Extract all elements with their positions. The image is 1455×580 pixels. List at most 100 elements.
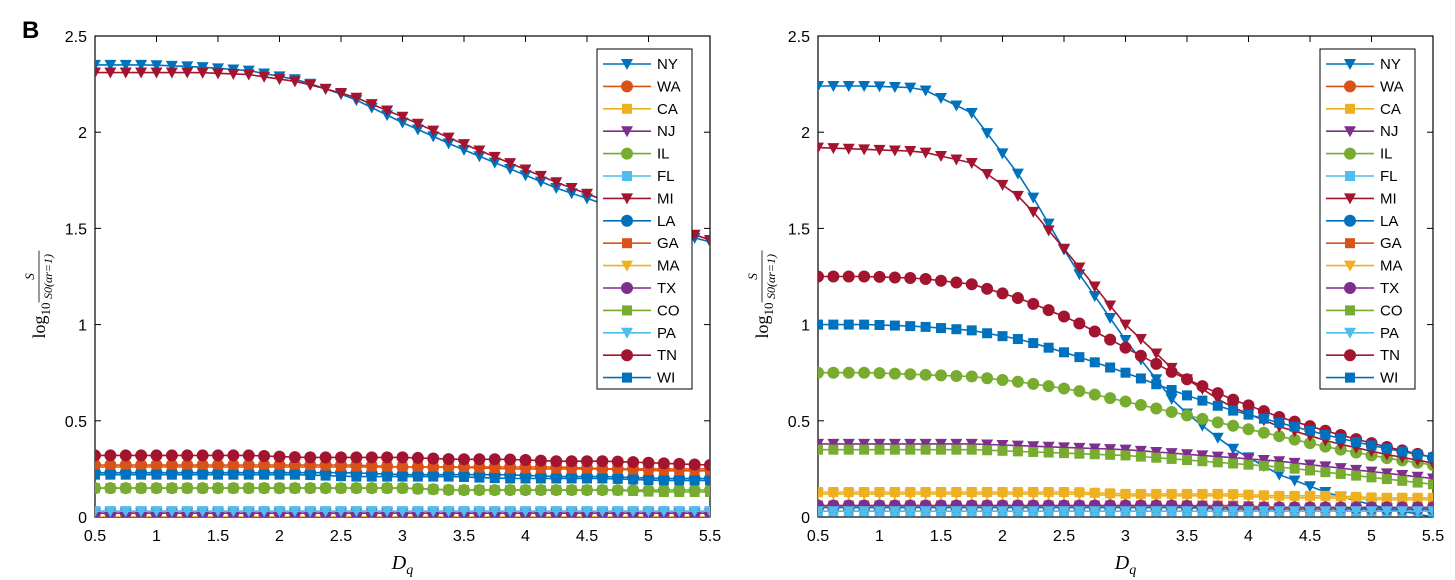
data-point-IL	[842, 366, 855, 379]
data-point-WI	[889, 320, 900, 331]
data-point-PA	[673, 506, 686, 517]
data-point-PA	[827, 506, 840, 517]
legend-label: CO	[657, 302, 680, 319]
data-point-NY	[950, 100, 963, 112]
data-point-CO	[1089, 449, 1100, 460]
legend-marker-CA	[1345, 103, 1355, 114]
data-point-MA	[919, 488, 932, 500]
legend-entry-GA: GA	[1326, 235, 1402, 252]
data-point-CO	[859, 444, 870, 455]
data-point-WI	[705, 475, 710, 486]
data-point-CO	[166, 483, 177, 494]
data-point-WI	[1258, 413, 1269, 424]
data-point-MI	[350, 92, 363, 104]
data-point-IL	[919, 368, 932, 381]
data-point-MI	[1088, 281, 1101, 293]
data-point-CO	[366, 483, 377, 494]
data-point-MA	[1119, 490, 1132, 502]
data-point-PA	[242, 506, 255, 517]
data-point-TN	[657, 457, 670, 470]
data-point-WI	[982, 328, 993, 339]
data-point-CO	[1366, 472, 1377, 483]
data-point-WI	[874, 319, 885, 330]
data-point-GA	[459, 462, 469, 473]
data-point-WI	[1197, 395, 1208, 406]
data-point-MI	[150, 67, 163, 79]
data-point-CO	[336, 483, 346, 494]
legend-entry-NJ: NJ	[1326, 123, 1398, 140]
data-point-NJ	[1181, 449, 1193, 461]
data-point-WI	[382, 471, 393, 482]
legend-marker-TN	[621, 349, 633, 362]
data-point-CO	[305, 483, 316, 494]
data-point-PA	[550, 506, 563, 517]
data-point-WI	[366, 471, 377, 482]
data-point-CO	[1197, 456, 1208, 467]
data-point-CO	[566, 485, 577, 496]
data-point-PA	[704, 506, 710, 517]
data-point-TN	[165, 449, 178, 462]
data-point-NJ	[1242, 453, 1255, 465]
legend-label: NJ	[657, 123, 675, 140]
legend-label: NY	[1380, 56, 1401, 73]
data-point-MI	[288, 76, 301, 88]
series-WI	[818, 319, 1433, 463]
legend-marker-NY	[1344, 59, 1356, 70]
data-point-NY	[842, 81, 855, 93]
data-point-CO	[535, 485, 546, 496]
data-point-NY	[1088, 291, 1101, 303]
data-point-MI	[996, 179, 1009, 191]
data-point-NJ	[1073, 442, 1086, 454]
data-point-NY	[1227, 443, 1240, 455]
y-tick-label: 1	[801, 318, 810, 335]
data-point-TN	[1042, 304, 1055, 317]
legend-marker-GA	[622, 238, 632, 249]
data-point-MA	[842, 488, 855, 500]
data-point-PA	[104, 506, 117, 517]
data-point-CO	[1043, 447, 1054, 458]
data-point-CO	[1028, 446, 1039, 457]
data-point-MI	[519, 164, 532, 176]
data-point-NJ	[858, 438, 871, 450]
y-tick-label: 1.5	[65, 221, 87, 238]
data-point-WI	[658, 475, 669, 486]
data-point-WI	[612, 473, 623, 484]
data-point-IL	[1242, 423, 1255, 436]
legend-marker-MA	[621, 260, 633, 272]
data-point-IL	[904, 368, 917, 381]
data-point-WI	[443, 471, 454, 482]
data-point-WI	[289, 469, 300, 480]
data-point-MA	[996, 488, 1009, 500]
data-point-CO	[1335, 468, 1346, 479]
legend-marker-FL	[1345, 171, 1355, 181]
data-point-CO	[1428, 479, 1433, 490]
data-point-TN	[365, 451, 378, 464]
data-point-TN	[1196, 380, 1209, 393]
data-point-PA	[657, 506, 670, 517]
data-point-NJ	[1027, 441, 1040, 453]
data-point-CO	[818, 444, 823, 455]
data-point-NJ	[1319, 461, 1332, 473]
data-point-CO	[674, 486, 685, 497]
legend-marker-TX	[1344, 282, 1356, 294]
data-point-IL	[888, 367, 901, 380]
data-point-CO	[289, 483, 300, 494]
data-point-CO	[874, 444, 885, 455]
data-point-CO	[1258, 460, 1269, 471]
data-point-PA	[1288, 506, 1301, 517]
data-point-NY	[473, 151, 486, 163]
data-point-TN	[981, 282, 994, 295]
data-point-WI	[243, 469, 254, 480]
data-point-GA	[136, 461, 147, 472]
data-point-IL	[1042, 380, 1055, 393]
data-point-TN	[904, 272, 917, 285]
data-point-MI	[458, 139, 470, 151]
data-point-GA	[166, 461, 177, 472]
data-point-MI	[304, 79, 317, 91]
legend-label: CA	[657, 101, 678, 118]
data-point-CO	[243, 483, 254, 494]
data-point-MI	[704, 234, 710, 246]
data-point-NY	[150, 60, 163, 72]
data-point-TN	[273, 450, 286, 463]
data-point-NY	[550, 182, 563, 194]
